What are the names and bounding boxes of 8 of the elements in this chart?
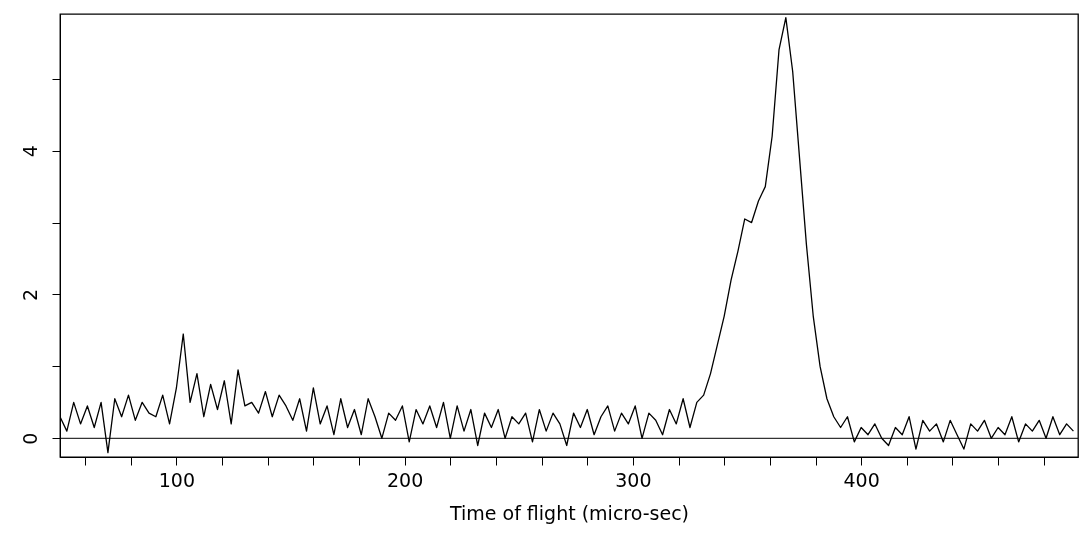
x-axis-title: Time of flight (micro-sec) [448,501,690,524]
y-tick-label: 2 [18,288,41,302]
x-tick-label: 400 [843,468,880,491]
y-tick-label: 4 [18,145,41,158]
x-tick-label: 200 [387,468,424,491]
y-tick-label: 0 [18,432,41,445]
x-tick-label: 300 [615,468,652,491]
x-tick-label: 100 [158,468,196,491]
